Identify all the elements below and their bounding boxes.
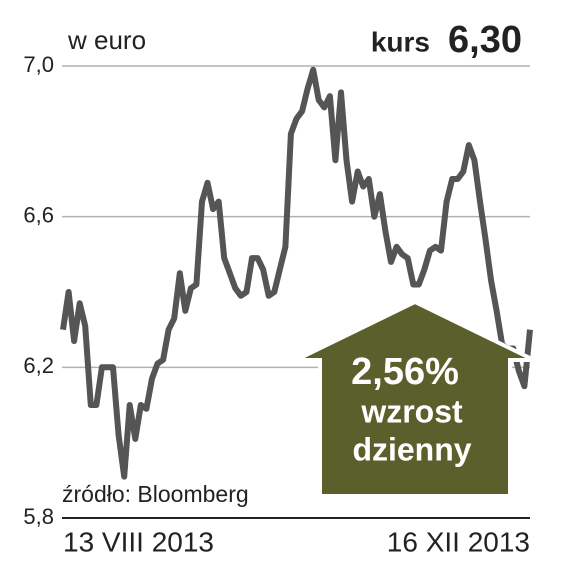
badge-line: wzrost: [360, 393, 463, 429]
badge-line: dzienny: [352, 431, 471, 467]
badge-arrow: [295, 299, 535, 498]
badge: 2,56% wzrost dzienny: [295, 299, 535, 498]
headline-label: kurs: [371, 26, 430, 57]
y-tick-label: 6,2: [23, 353, 54, 378]
unit-label: w euro: [67, 25, 146, 55]
y-tick-label: 7,0: [23, 52, 54, 77]
source: źródło: Bloomberg: [62, 481, 249, 507]
price-line: [60, 66, 533, 480]
x-tick-label: 16 XII 2013: [387, 526, 530, 557]
y-tick-label: 5,8: [23, 504, 54, 529]
headline-value: 6,30: [448, 19, 522, 61]
y-tick-label: 6,6: [23, 202, 54, 227]
x-tick-label: 13 VIII 2013: [63, 526, 214, 557]
badge-value: 2,56%: [351, 351, 459, 393]
